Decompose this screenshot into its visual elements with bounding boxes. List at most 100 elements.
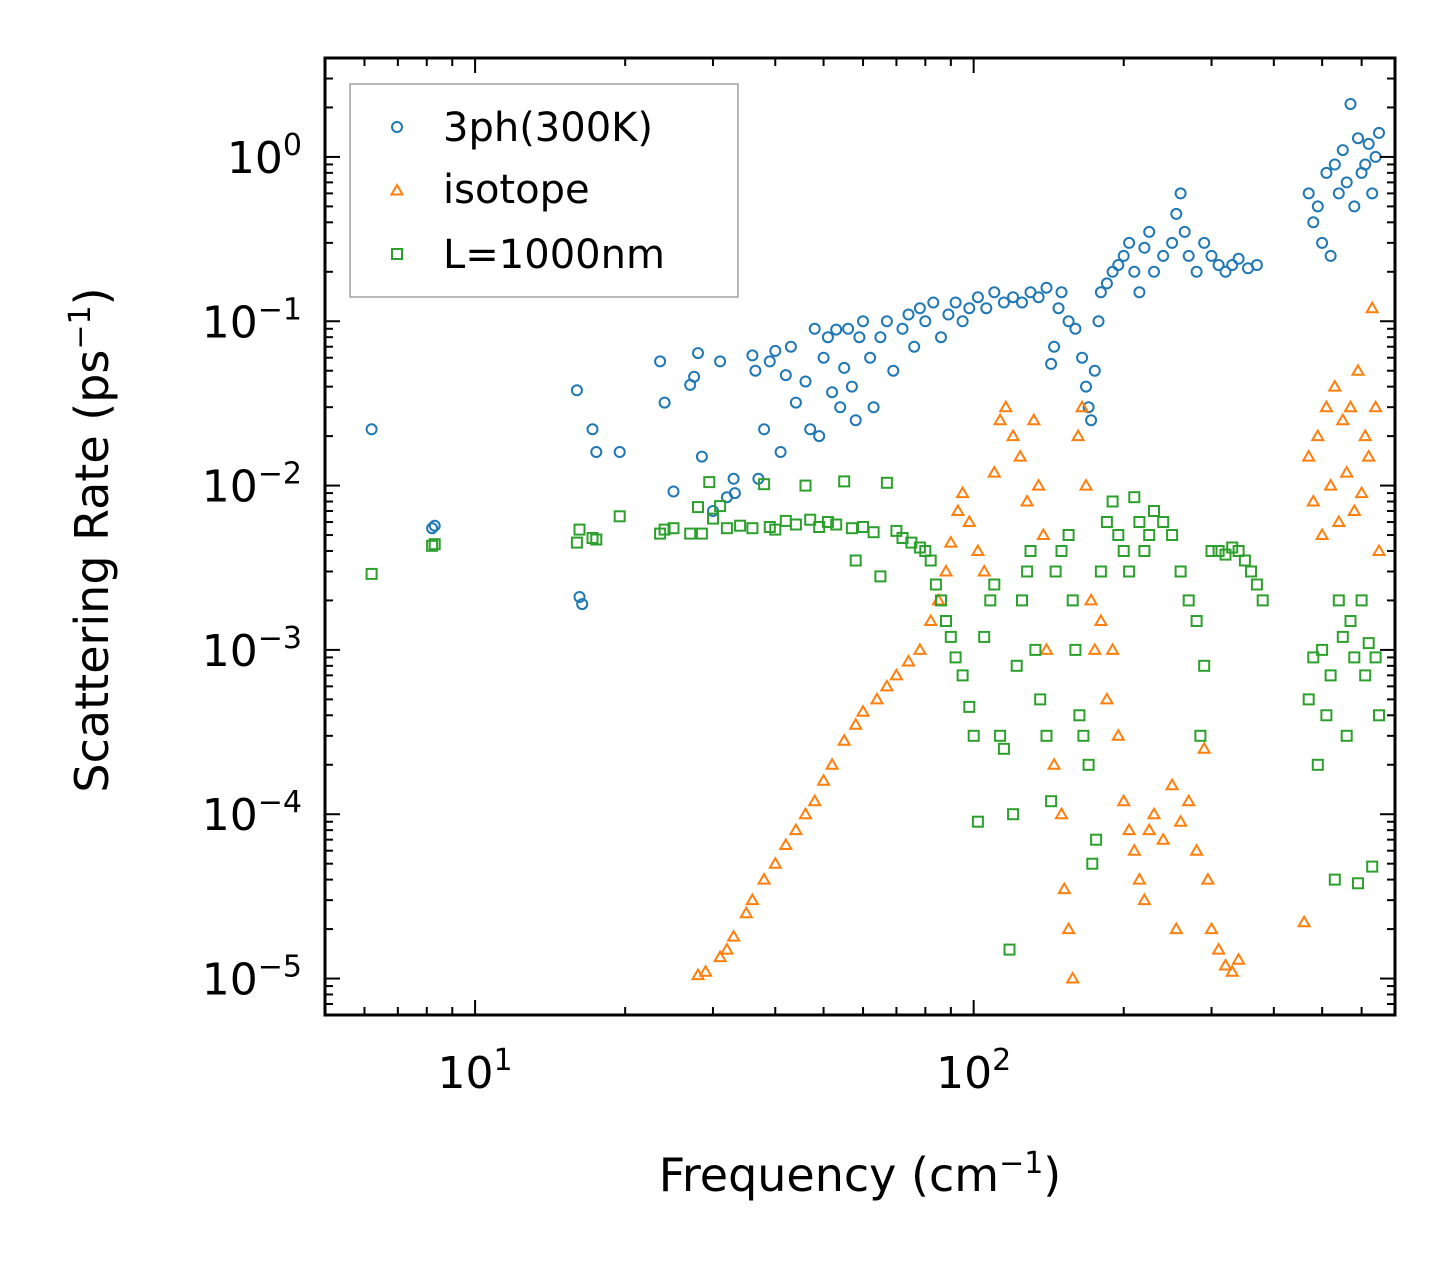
data-point xyxy=(838,361,851,374)
data-point xyxy=(1182,249,1195,262)
data-point xyxy=(1100,516,1113,528)
data-point xyxy=(1327,379,1343,392)
data-point xyxy=(789,518,802,531)
data-point xyxy=(428,519,441,532)
data-point xyxy=(1218,958,1233,971)
data-point xyxy=(1340,176,1353,189)
data-point xyxy=(1226,259,1239,271)
legend-label-isotope: isotope xyxy=(443,167,590,213)
data-point xyxy=(1032,291,1045,304)
y-tick-label: 10−4 xyxy=(202,785,302,841)
data-point xyxy=(1371,543,1387,556)
data-point xyxy=(1194,729,1207,742)
data-point xyxy=(1238,554,1251,567)
data-point xyxy=(944,630,957,643)
y-tick-label: 10−1 xyxy=(202,292,302,348)
data-point xyxy=(758,423,771,436)
data-point xyxy=(826,386,839,399)
data-point xyxy=(720,522,733,535)
y-axis-label: Scattering Rate (ps−1) xyxy=(63,287,119,792)
data-point xyxy=(869,691,885,705)
data-point xyxy=(1166,529,1179,541)
data-point xyxy=(855,704,871,717)
data-point xyxy=(956,315,969,328)
data-point xyxy=(1314,527,1330,540)
data-point xyxy=(1087,642,1103,655)
data-point xyxy=(726,929,741,942)
data-point xyxy=(1010,659,1023,672)
data-point xyxy=(1133,286,1146,299)
data-point xyxy=(769,523,782,536)
data-point xyxy=(942,308,955,321)
data-point xyxy=(1198,236,1211,249)
data-point xyxy=(929,578,942,591)
data-point xyxy=(1083,592,1099,606)
data-point xyxy=(1307,651,1320,664)
data-point xyxy=(992,412,1008,426)
data-point xyxy=(889,667,904,681)
y-tick-exp: −4 xyxy=(258,785,302,820)
data-point xyxy=(1123,565,1136,578)
data-point xyxy=(658,396,671,409)
data-point xyxy=(1007,808,1020,821)
data-point xyxy=(955,485,970,499)
data-point xyxy=(949,651,962,664)
data-point xyxy=(734,519,747,532)
data-point xyxy=(923,613,938,626)
data-point xyxy=(613,446,626,458)
data-point xyxy=(1070,428,1086,442)
data-point xyxy=(1121,822,1137,836)
x-tick-exp: 2 xyxy=(992,1043,1011,1078)
data-point xyxy=(1190,615,1203,627)
data-point xyxy=(1181,793,1196,807)
data-point xyxy=(924,554,937,567)
data-point xyxy=(1359,158,1372,171)
data-point xyxy=(769,344,782,357)
data-point xyxy=(1065,971,1080,984)
data-point xyxy=(728,487,741,500)
data-point xyxy=(688,370,701,383)
data-point xyxy=(768,856,783,869)
data-point xyxy=(1052,302,1065,315)
data-point xyxy=(727,472,740,485)
data-point xyxy=(1003,943,1016,956)
y-tick-base: 10 xyxy=(202,790,258,841)
data-point xyxy=(590,446,603,458)
data-point xyxy=(971,815,984,828)
y-axis-label-sup: −1 xyxy=(63,305,98,349)
data-point xyxy=(1319,399,1334,413)
data-point xyxy=(1344,615,1357,627)
legend-marker-L1000 xyxy=(391,248,403,260)
data-point xyxy=(1320,166,1333,179)
data-point xyxy=(988,286,1001,299)
data-point xyxy=(1100,277,1113,290)
data-point xyxy=(845,522,858,535)
data-point xyxy=(426,522,439,535)
data-point xyxy=(1086,857,1099,870)
data-point xyxy=(745,892,760,906)
data-point xyxy=(1046,757,1062,770)
data-point xyxy=(1112,259,1125,271)
data-point xyxy=(1143,529,1156,541)
data-point xyxy=(1347,503,1362,516)
data-point xyxy=(808,322,821,335)
data-point xyxy=(849,554,862,567)
data-point xyxy=(849,414,862,427)
data-point xyxy=(938,564,954,577)
data-point xyxy=(1368,399,1383,413)
data-point xyxy=(1331,514,1347,527)
data-point xyxy=(821,331,834,344)
data-point xyxy=(1111,728,1126,741)
data-point xyxy=(756,872,772,885)
data-point xyxy=(774,446,787,458)
data-point xyxy=(684,527,697,540)
legend-box xyxy=(349,83,739,298)
data-point xyxy=(590,533,603,546)
data-point xyxy=(692,501,704,514)
data-point xyxy=(570,384,583,397)
data-point xyxy=(1357,428,1373,442)
data-point xyxy=(1117,545,1130,557)
data-point xyxy=(1024,545,1037,557)
data-point xyxy=(1296,914,1312,928)
